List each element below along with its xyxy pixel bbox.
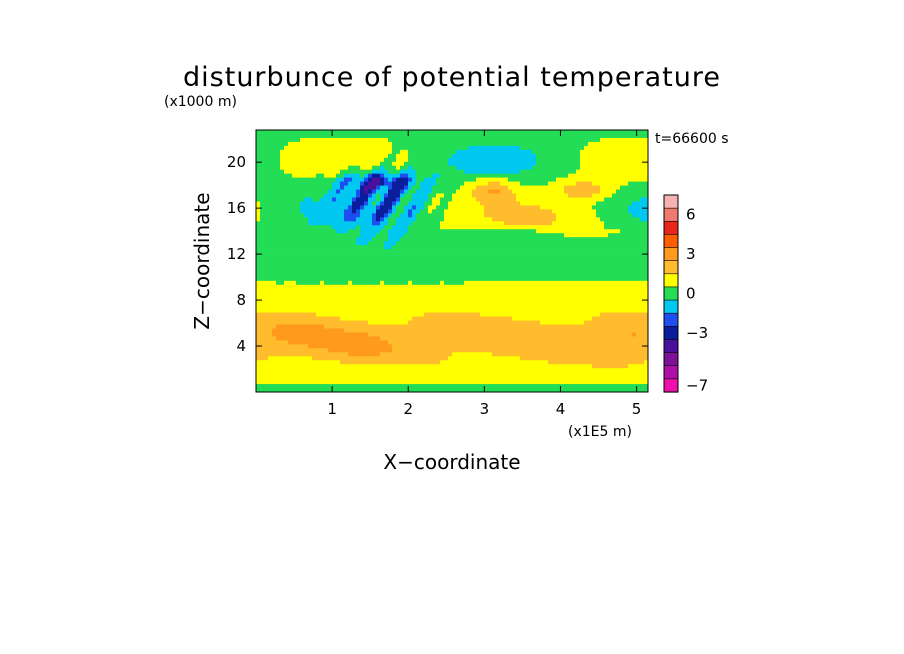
colorbar-tick-label: −3	[686, 324, 708, 342]
x-units-label: (x1E5 m)	[568, 424, 632, 440]
x-tick-label: 3	[480, 400, 490, 418]
colorbar-swatch	[663, 273, 679, 288]
y-tick-label: 4	[236, 337, 246, 355]
colorbar-swatch	[663, 220, 679, 236]
colorbar-swatch	[663, 299, 679, 314]
colorbar-swatch	[663, 326, 679, 341]
colorbar-tick-label: −7	[686, 376, 708, 394]
colorbar-swatch	[663, 194, 679, 209]
colorbar-tick-label: 6	[686, 206, 696, 224]
colorbar-swatch	[663, 378, 679, 393]
colorbar-swatch	[663, 207, 679, 222]
colorbar-swatch	[663, 286, 679, 301]
x-tick-label: 1	[327, 400, 337, 418]
y-tick-label: 16	[227, 199, 246, 217]
y-tick-label: 20	[227, 153, 246, 171]
colorbar-frame	[663, 194, 679, 393]
x-axis-label: X−coordinate	[383, 450, 520, 474]
y-axis-ticks: 4 8 12 16 20	[227, 153, 648, 355]
y-tick-label: 12	[227, 245, 246, 263]
x-axis-ticks: 1 2 3 4 5	[327, 130, 641, 418]
colorbar-swatch	[663, 260, 679, 275]
y-units-label: (x1000 m)	[164, 94, 237, 110]
colorbar-swatch	[663, 339, 679, 354]
y-axis-label: Z−coordinate	[190, 192, 214, 329]
contour-field	[256, 130, 648, 392]
colorbar-swatch	[663, 352, 679, 367]
colorbar: 6 3 0 −3 −7	[663, 194, 708, 394]
plot-frame	[255, 129, 649, 393]
colorbar-tick-label: 3	[686, 245, 696, 263]
x-tick-label: 5	[632, 400, 642, 418]
chart-title: disturbunce of potential temperature	[183, 62, 721, 93]
time-label: t=66600 s	[655, 131, 729, 147]
colorbar-swatch	[663, 312, 679, 327]
x-tick-label: 4	[556, 400, 566, 418]
x-tick-label: 2	[403, 400, 413, 418]
colorbar-tick-label: 0	[686, 285, 696, 303]
colorbar-swatch	[663, 234, 679, 249]
y-tick-label: 8	[236, 291, 246, 309]
colorbar-swatch	[663, 365, 679, 380]
colorbar-swatch	[663, 247, 679, 262]
